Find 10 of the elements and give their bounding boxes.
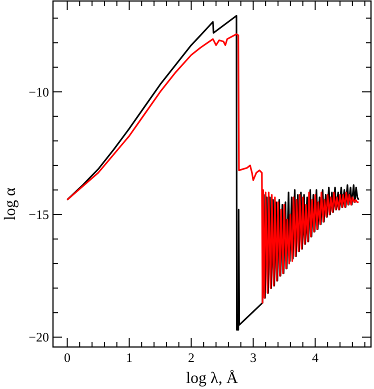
y-tick-label: −15 [28,206,49,222]
x-tick-label: 3 [250,350,256,365]
x-axis-title: log λ, Å [186,369,238,387]
x-tick-label: 0 [64,350,71,365]
x-tick-label: 4 [312,350,319,365]
x-tick-label: 2 [188,350,194,365]
y-axis-title: log α [2,186,19,220]
x-tick-label: 1 [126,350,132,365]
y-tick-label: −20 [28,330,49,345]
y-tick-label: −10 [28,84,49,100]
